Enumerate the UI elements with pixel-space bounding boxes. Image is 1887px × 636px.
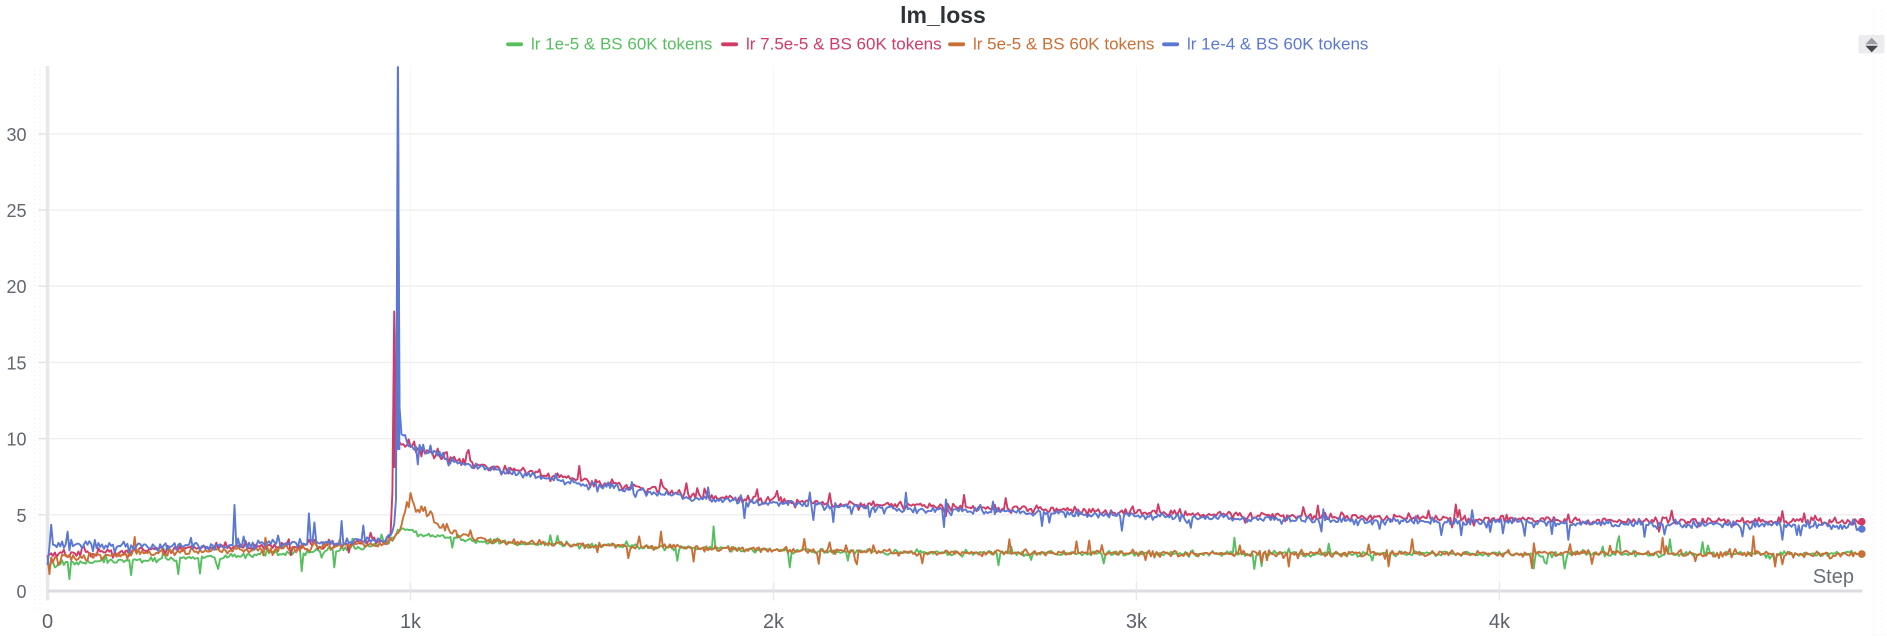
svg-text:1k: 1k — [400, 611, 422, 633]
svg-text:lm_loss: lm_loss — [900, 2, 986, 28]
svg-text:15: 15 — [6, 353, 26, 373]
svg-text:lr 1e-5 & BS 60K tokens: lr 1e-5 & BS 60K tokens — [531, 35, 712, 54]
svg-text:Step: Step — [1813, 566, 1854, 588]
svg-text:5: 5 — [16, 506, 26, 526]
svg-text:0: 0 — [16, 582, 26, 602]
svg-text:3k: 3k — [1126, 611, 1148, 633]
svg-text:4k: 4k — [1489, 611, 1511, 633]
svg-text:30: 30 — [6, 125, 26, 145]
svg-text:lr 7.5e-5 & BS 60K tokens: lr 7.5e-5 & BS 60K tokens — [746, 35, 942, 54]
svg-text:25: 25 — [6, 201, 26, 221]
svg-text:20: 20 — [6, 277, 26, 297]
svg-text:2k: 2k — [763, 611, 785, 633]
svg-text:lr 1e-4 & BS 60K tokens: lr 1e-4 & BS 60K tokens — [1187, 35, 1368, 54]
svg-text:0: 0 — [42, 611, 53, 633]
svg-text:10: 10 — [6, 430, 26, 450]
svg-text:lr 5e-5 & BS 60K tokens: lr 5e-5 & BS 60K tokens — [973, 35, 1154, 54]
